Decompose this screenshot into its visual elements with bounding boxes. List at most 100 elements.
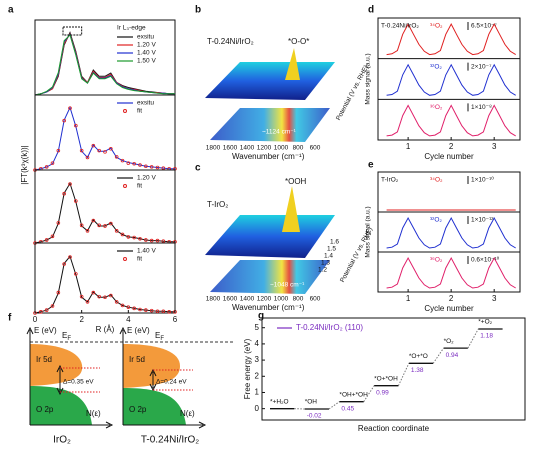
series-line — [386, 104, 516, 137]
fit-point — [126, 161, 131, 165]
level-label: *O+*OH — [374, 375, 398, 382]
x-tick-label: 800 — [293, 296, 304, 303]
band-label: ~1048 cm⁻¹ — [270, 282, 305, 289]
y-tick-label: 5 — [255, 323, 260, 332]
series-line — [386, 216, 516, 249]
step-label: 0.99 — [376, 389, 389, 396]
fit-point — [138, 307, 142, 312]
x-tick-label: 3 — [492, 294, 497, 303]
connector — [397, 363, 410, 386]
fit-point — [62, 118, 66, 123]
step-label: 0.45 — [341, 405, 354, 412]
fit-point — [74, 272, 78, 276]
fit-point — [85, 300, 90, 304]
level-lines — [60, 367, 193, 393]
y-label: Mass signal (a.u.) — [365, 206, 372, 257]
x-tick-label: 1600 — [223, 145, 238, 152]
sample-label: T-0.24Ni/IrO₂ — [207, 37, 254, 46]
potential-tick: 1.5 — [327, 246, 336, 253]
legend-marker — [123, 184, 127, 188]
x-tick-label: 6 — [173, 315, 178, 324]
surface — [205, 215, 335, 258]
legend-label: exsitu — [137, 100, 154, 107]
level-label: *O+*O — [409, 353, 428, 360]
level-label: *O₂ — [444, 338, 455, 345]
scale-label: 6.5×10⁻⁷ — [471, 23, 497, 30]
connector — [363, 385, 375, 402]
fit-point — [109, 146, 113, 151]
x-tick-label: 2 — [79, 315, 84, 324]
x-tick-label: 1800 — [206, 296, 221, 303]
fit-point — [44, 308, 49, 312]
material-label: T-0.24Ni/IrO₂ — [141, 435, 199, 446]
legend-title: Ir L₃-edge — [117, 25, 146, 32]
series-line — [34, 182, 175, 244]
series-label: ³⁴O₂ — [430, 23, 443, 30]
scale-label: 1×10⁻⁸ — [471, 104, 492, 111]
level-label: *+O₂ — [478, 319, 492, 326]
x-tick-label: 600 — [310, 296, 321, 303]
fermi-sub: F — [67, 336, 71, 342]
series-line — [34, 34, 175, 96]
panel-label: a — [8, 5, 14, 16]
panel-label: g — [258, 311, 264, 322]
x-label: Wavenumber (cm⁻¹) — [232, 303, 305, 312]
fit-point — [114, 155, 119, 159]
fit-point — [68, 182, 72, 186]
x-tick-label: 1200 — [257, 145, 272, 152]
scale-label: 1×10⁻¹⁰ — [471, 176, 494, 184]
fit-point — [56, 290, 61, 295]
fit-point — [79, 294, 84, 299]
dos-diagram: E (eV) E (eV) EF EF Ir 5d Ir 5d O 2p O 2… — [26, 326, 235, 446]
legend-label: fit — [137, 256, 142, 263]
upper-band — [123, 344, 180, 388]
fit-point — [74, 123, 78, 128]
fit-point — [120, 158, 125, 163]
fit-point — [103, 150, 107, 154]
fit-point — [97, 223, 101, 228]
lower-band — [123, 388, 186, 425]
fit-point — [91, 290, 96, 295]
series-line — [386, 23, 516, 56]
legend-marker — [123, 109, 127, 113]
fermi-sub: F — [160, 336, 164, 342]
fit-point — [79, 148, 84, 153]
potential-tick: 1.3 — [321, 260, 330, 267]
fit-point — [132, 161, 136, 166]
fit-point — [149, 238, 154, 243]
band-label: Ir 5d — [36, 355, 52, 364]
legend-label: fit — [137, 183, 142, 190]
fit-point — [167, 310, 171, 314]
band-label: Ir 5d — [129, 355, 145, 364]
axes — [26, 326, 207, 429]
fit-point — [79, 223, 84, 228]
fit-point — [44, 238, 49, 242]
y-label: Mass signal (a.u.) — [365, 53, 372, 104]
fit-point — [103, 295, 107, 300]
fit-point — [56, 148, 61, 153]
series-label: ³⁴O₂ — [430, 177, 443, 184]
fit-point — [103, 224, 107, 228]
x-tick-label: 1400 — [240, 145, 255, 152]
fit-point — [114, 229, 119, 233]
fit-point — [144, 308, 148, 312]
fit-point — [91, 218, 96, 223]
panel-labels: a b c d e f g — [8, 5, 374, 324]
y-tick-label: 3 — [255, 355, 260, 364]
scale-label: 0.6×10⁻¹⁰ — [471, 256, 500, 264]
fit-point — [155, 309, 160, 314]
x-label: Cycle number — [424, 304, 474, 313]
fit-point — [85, 229, 90, 233]
legend-label: fit — [137, 108, 142, 115]
fit-point — [68, 255, 72, 259]
x-tick-label: 1400 — [240, 296, 255, 303]
panel-label: e — [368, 160, 374, 171]
peak-label: *O-O* — [288, 37, 309, 46]
fit-point — [155, 165, 160, 170]
level-label: *OH+*OH — [339, 391, 368, 398]
x-tick-label: 4 — [126, 315, 131, 324]
scale-label: 2×10⁻⁷ — [471, 63, 492, 70]
fit-point — [149, 308, 154, 313]
plot-frame — [34, 94, 176, 171]
